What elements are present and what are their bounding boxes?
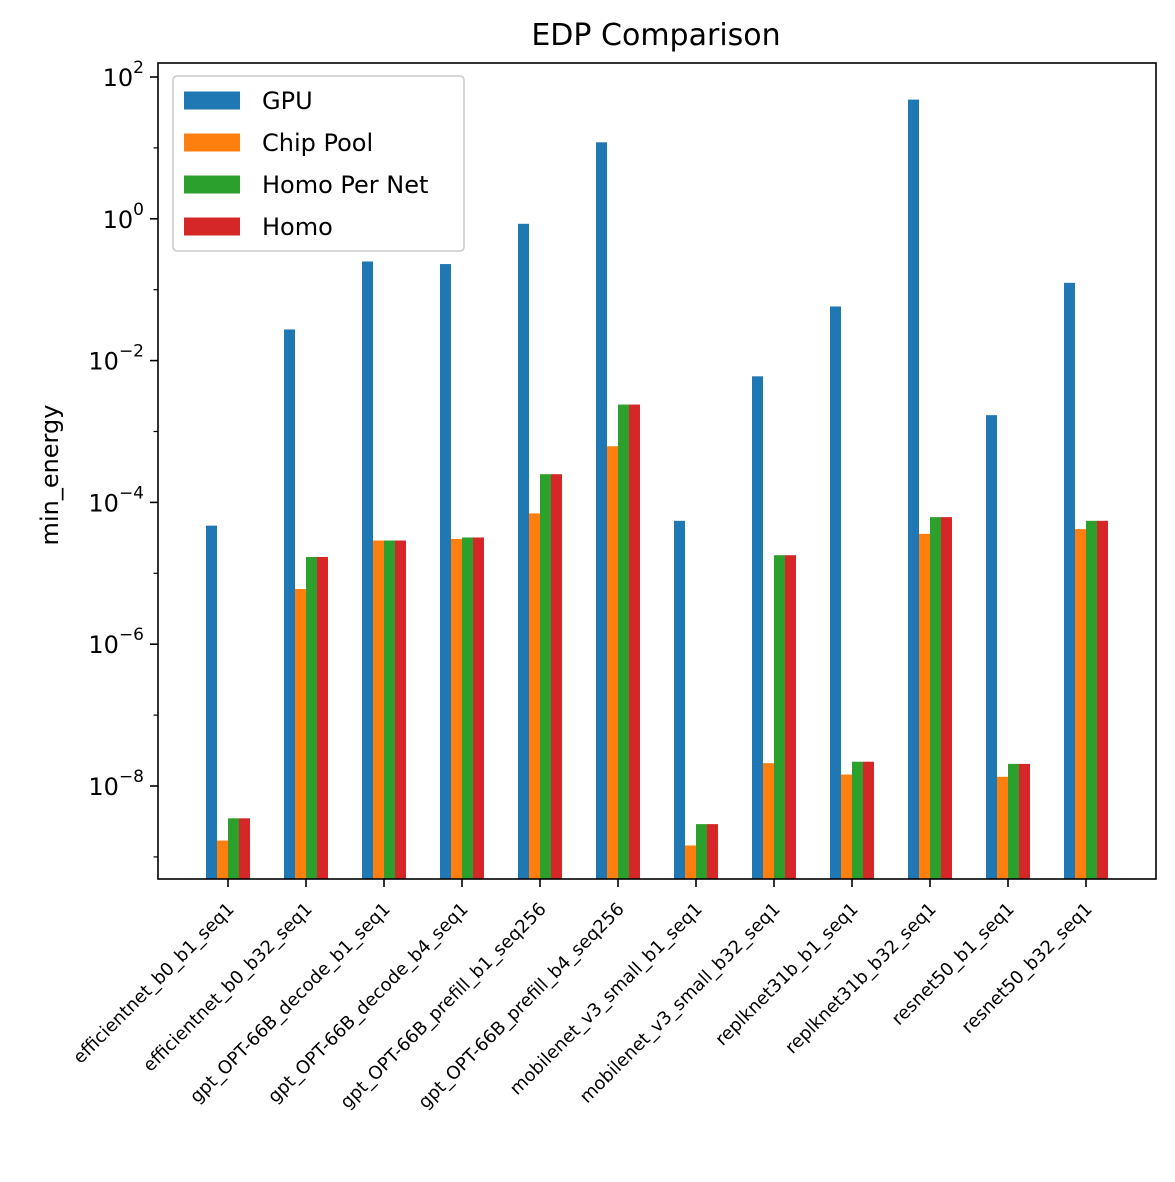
legend-swatch [184, 175, 240, 194]
bar-chip-pool-12 [1075, 529, 1086, 879]
legend-label: Homo Per Net [262, 171, 428, 199]
bar-chip-pool-8 [763, 763, 774, 879]
bar-chip-pool-4 [451, 538, 462, 879]
bar-homo-10 [941, 517, 952, 879]
legend-label: Homo [262, 213, 333, 241]
bar-homo-per-net-10 [930, 517, 941, 879]
bar-homo-7 [707, 824, 718, 879]
bar-gpu-2 [284, 329, 295, 880]
bar-homo-per-net-6 [618, 404, 629, 879]
legend-box [172, 75, 465, 252]
bar-gpu-6 [596, 142, 607, 879]
bar-chip-pool-1 [217, 840, 228, 879]
bar-homo-per-net-12 [1086, 520, 1097, 879]
bar-chip-pool-11 [997, 776, 1008, 879]
bar-homo-per-net-11 [1008, 763, 1019, 879]
y-tick-label: 102 [103, 58, 144, 92]
bar-homo-6 [629, 404, 640, 879]
bar-homo-3 [395, 540, 406, 879]
bar-homo-9 [863, 761, 874, 879]
bar-homo-per-net-3 [384, 540, 395, 879]
bar-homo-5 [551, 474, 562, 879]
legend-swatch [184, 91, 240, 110]
bar-homo-11 [1019, 763, 1030, 879]
y-axis: 102 100 10−2 10−4 10−6 10−8 [88, 58, 158, 858]
bar-homo-4 [473, 537, 484, 879]
bar-homo-per-net-8 [774, 555, 785, 879]
bar-chip-pool-5 [529, 513, 540, 879]
bar-homo-per-net-7 [696, 824, 707, 879]
bar-gpu-8 [752, 376, 763, 879]
bar-chip-pool-3 [373, 540, 384, 879]
legend-swatch [184, 133, 240, 152]
plot-frame [157, 62, 1157, 880]
bar-homo-per-net-5 [540, 474, 551, 879]
y-tick-label: 10−8 [88, 767, 144, 801]
legend-label: GPU [262, 87, 313, 115]
y-axis-label: min_energy [36, 405, 64, 546]
bar-gpu-1 [206, 525, 217, 879]
bar-gpu-3 [362, 261, 373, 879]
bar-gpu-4 [440, 264, 451, 880]
bar-gpu-7 [674, 520, 685, 879]
y-tick-label: 10−6 [88, 625, 144, 659]
chart-title: EDP Comparison [531, 18, 780, 53]
bar-homo-per-net-9 [852, 761, 863, 879]
bar-homo-per-net-4 [462, 537, 473, 879]
bar-chip-pool-7 [685, 845, 696, 879]
bar-gpu-12 [1064, 282, 1075, 879]
bar-homo-per-net-1 [228, 818, 239, 879]
legend-label: Chip Pool [262, 129, 373, 157]
bar-homo-1 [239, 818, 250, 879]
bar-chip-pool-2 [295, 589, 306, 879]
bar-chip-pool-6 [607, 446, 618, 879]
bar-gpu-11 [986, 415, 997, 879]
bar-gpu-9 [830, 306, 841, 879]
legend: GPU Chip Pool Homo Per Net Homo [172, 75, 465, 252]
bar-homo-8 [785, 555, 796, 879]
y-tick-label: 10−2 [88, 342, 144, 376]
bars-layer [206, 99, 1108, 880]
bar-chip-pool-10 [919, 533, 930, 879]
bar-homo-per-net-2 [306, 556, 317, 879]
bar-chip-pool-9 [841, 774, 852, 879]
y-tick-label: 100 [103, 200, 144, 234]
bar-homo-2 [317, 556, 328, 879]
bar-homo-12 [1097, 520, 1108, 879]
bar-gpu-10 [908, 99, 919, 880]
legend-swatch [184, 217, 240, 236]
y-tick-label: 10−4 [88, 483, 144, 517]
bar-gpu-5 [518, 223, 529, 879]
